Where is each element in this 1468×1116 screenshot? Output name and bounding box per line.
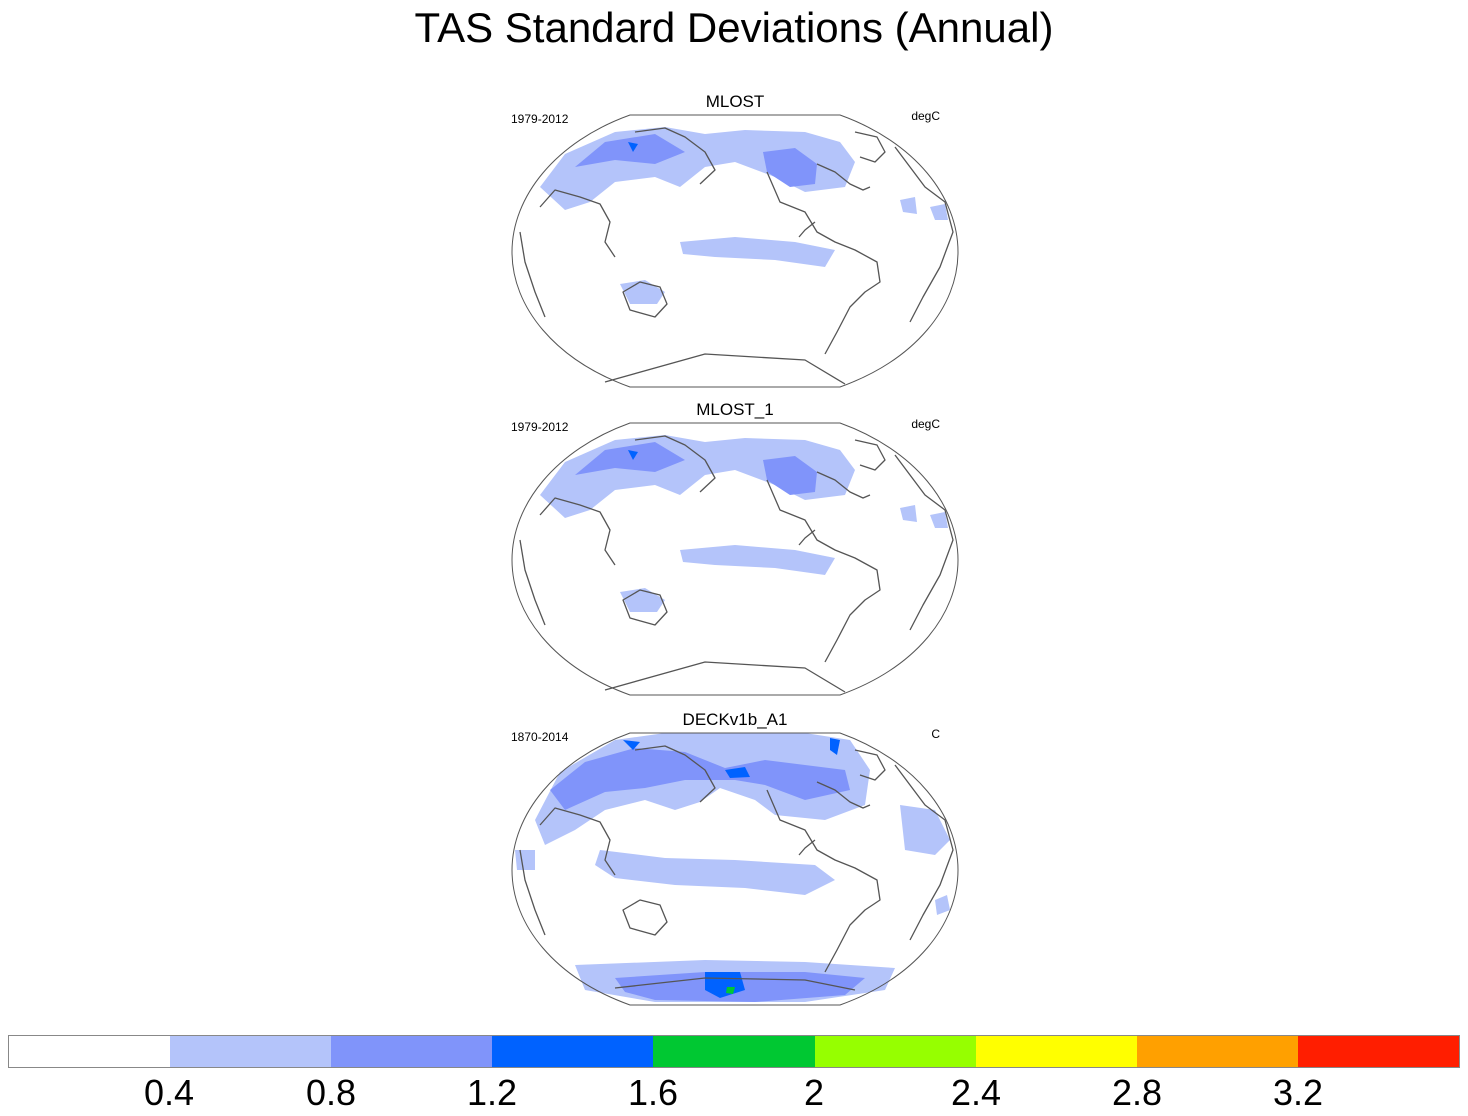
panel-title: DECKv1b_A1 xyxy=(682,710,788,729)
panel-title: MLOST_1 xyxy=(696,400,774,419)
colorbar-box-4 xyxy=(492,1036,654,1067)
colorbar-box-8 xyxy=(1136,1036,1298,1067)
anomaly-shading xyxy=(540,127,948,304)
colorbar-box-7 xyxy=(975,1036,1137,1067)
colorbar-box-1 xyxy=(9,1036,171,1067)
coastlines xyxy=(519,435,954,693)
map-boundary xyxy=(511,114,959,388)
world-map xyxy=(511,732,959,1006)
map-boundary xyxy=(511,422,959,696)
colorbar-label: 2 xyxy=(803,1072,825,1113)
map-panel-mlost-1: MLOST_1 1979-2012 degC xyxy=(505,400,965,700)
map-boundary xyxy=(511,732,959,1006)
world-map xyxy=(511,114,959,388)
colorbar-label: 0.4 xyxy=(143,1072,195,1113)
colorbar-label: 2.8 xyxy=(1111,1072,1163,1113)
map-panel-mlost: MLOST 1979-2012 degC xyxy=(505,92,965,392)
colorbar-label: 0.8 xyxy=(305,1072,357,1113)
map-panel-deckv1b-a1: DECKv1b_A1 1870-2014 C xyxy=(505,710,965,1010)
colorbar-box-6 xyxy=(814,1036,976,1067)
colorbar-box-5 xyxy=(653,1036,815,1067)
panel-period: 1870-2014 xyxy=(511,730,569,744)
colorbar-box-9 xyxy=(1297,1036,1459,1067)
world-map xyxy=(511,422,959,696)
colorbar-label: 1.6 xyxy=(627,1072,679,1113)
panel-title: MLOST xyxy=(705,92,765,111)
coastlines xyxy=(519,745,954,991)
anomaly-shading xyxy=(515,733,950,1002)
panel-units: degC xyxy=(911,417,940,431)
colorbar-label: 2.4 xyxy=(950,1072,1002,1113)
colorbar-label: 3.2 xyxy=(1272,1072,1324,1113)
colorbar-box-2 xyxy=(170,1036,332,1067)
panel-period: 1979-2012 xyxy=(511,112,569,126)
colorbar-label: 1.2 xyxy=(466,1072,518,1113)
coastlines xyxy=(519,127,954,385)
panel-period: 1979-2012 xyxy=(511,420,569,434)
anomaly-shading xyxy=(540,435,948,612)
panel-units: degC xyxy=(911,109,940,123)
panel-units: C xyxy=(931,727,940,741)
colorbar-box-3 xyxy=(331,1036,493,1067)
colorbar xyxy=(8,1035,1460,1068)
figure-title: TAS Standard Deviations (Annual) xyxy=(414,4,1054,51)
